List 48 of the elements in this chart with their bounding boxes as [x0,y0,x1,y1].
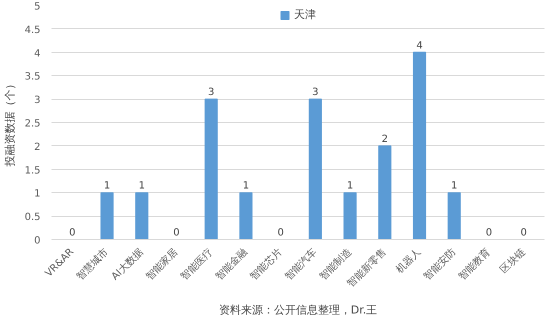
x-tick-label: 智能家居 [144,246,180,283]
data-label: 0 [69,228,76,238]
x-tick-label: 机器人 [394,246,424,276]
y-tick-label: 4 [34,48,41,60]
y-tick-label: 4.5 [24,24,41,36]
bar [378,145,392,240]
text: 资料来源：公开信息整理，Dr.王 [218,304,378,316]
data-label: 0 [173,228,180,238]
bar [308,98,322,240]
data-label: 4 [416,40,423,52]
data-label: 3 [208,87,214,98]
bar [448,192,461,240]
bar [344,192,357,240]
y-tick-label: 1 [34,188,41,200]
x-tick-label: 区块链 [498,246,528,276]
data-label: 1 [138,180,145,192]
y-tick-label: 3.5 [24,72,41,83]
data-label: 0 [277,228,284,238]
y-axis-title: 投融资数据（个） [4,78,17,168]
x-tick-label: 智能金融 [213,246,250,283]
data-label: 0 [486,228,492,238]
x-tick-label: 智能汽车 [282,246,320,283]
data-label: 2 [382,134,388,145]
data-label: 1 [242,180,250,192]
y-tick-label: 1.5 [24,165,41,176]
y-tick-label: 3 [34,95,41,106]
x-tick-label: 智慧城市 [74,246,111,283]
x-tick-label: 智能教育 [456,246,493,283]
data-label: 1 [346,180,354,192]
data-label: 3 [312,87,319,98]
bar [412,52,426,240]
y-tick-label: 2 [34,142,41,153]
bar [239,192,252,240]
bar [135,192,148,240]
x-tick-label: 智能医疗 [178,246,216,283]
y-tick-label: 0.5 [24,212,41,224]
bar [204,98,218,240]
data-label: 0 [520,228,527,238]
data-label: 1 [451,180,458,192]
x-tick-label: 智能安防 [421,246,458,283]
y-tick-label: 2.5 [24,118,41,130]
y-tick-label: 0 [34,236,41,246]
x-tick-label: 智能芯片 [248,246,285,283]
bar [100,192,114,240]
legend-label: 天津 [294,7,316,22]
data-label: 1 [104,180,110,192]
y-tick-label: 5 [34,2,41,12]
x-tick-label: AI大数据 [109,246,146,283]
